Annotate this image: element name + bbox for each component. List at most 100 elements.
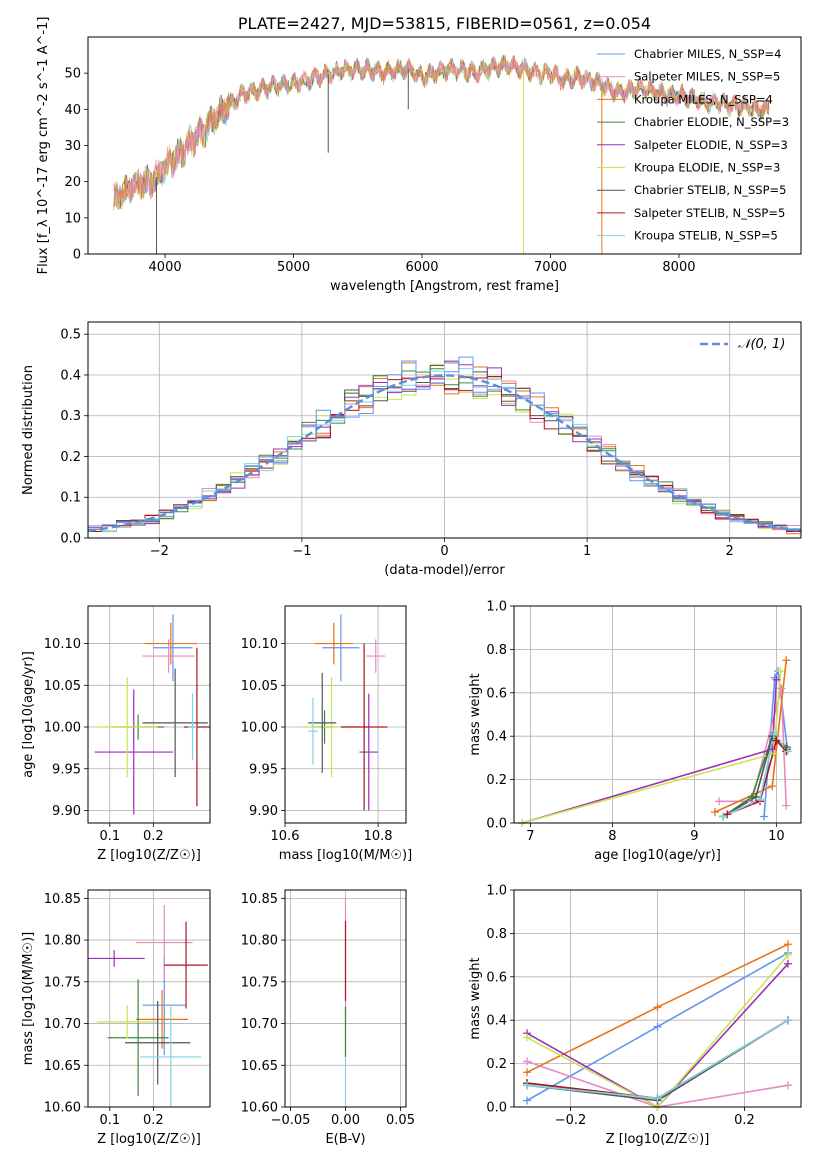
x-axis-label: (data-model)/error [384,563,505,578]
y-tick-label: 10.10 [241,637,278,652]
x-tick-label: 10 [768,829,785,844]
weight-marker-kroupa_elodie [769,749,778,758]
plot-area-residuals [88,356,801,535]
weight-marker-kroupa_stelib [769,730,778,739]
y-tick-label: 10.10 [44,637,81,652]
y-tick-label: 30 [64,139,81,154]
x-axis-label: Z [log10(Z/Z☉)] [97,1132,201,1147]
y-tick-label: 0.2 [486,1057,507,1072]
x-axis-label: Z [log10(Z/Z☉)] [97,848,201,863]
x-axis-label: Z [log10(Z/Z☉)] [606,1132,710,1147]
y-tick-label: 0.8 [486,927,507,942]
plot-area-mass_vs_z [88,905,208,1107]
axes-frame [284,605,407,824]
weight-line-kroupa_stelib [722,732,789,818]
y-tick-label: 0.2 [486,773,507,788]
weight-marker-salpeter_miles [783,1081,792,1090]
x-tick-label: 4000 [149,260,182,275]
legend-entry: Salpeter STELIB, N_SSP=5 [634,206,785,220]
weight-marker-salpeter_elodie [783,959,792,968]
x-tick-label: 1 [583,544,591,559]
y-axis-label: mass weight [468,957,483,1039]
weight-marker-kroupa_miles [768,782,777,791]
x-tick-label: 0.0 [647,1113,668,1128]
y-tick-label: 10.75 [44,975,81,990]
x-tick-label: 7 [526,829,534,844]
weight-marker-kroupa_miles [523,1068,532,1077]
y-tick-label: 10.75 [241,975,278,990]
axes-frame [87,36,802,255]
y-tick-label: 0 [73,248,81,263]
x-axis-label: age [log10(age/yr)] [594,848,721,863]
x-tick-label: 10.6 [271,829,300,844]
weight-marker-chabrier_miles [760,812,769,821]
legend-entry: 𝒩(0, 1) [738,337,785,352]
axes-frame [87,889,211,1108]
axes-frame [513,889,802,1108]
y-tick-label: 0.5 [60,328,81,343]
weight-marker-kroupa_elodie [783,951,792,960]
legend-entry: Salpeter ELODIE, N_SSP=3 [634,138,788,152]
weight-marker-kroupa_stelib [523,1081,532,1090]
panel-age_vs_mass: 10.6 10.8 9.90 9.95 10.00 10.05 10.10 mass [log… [241,605,412,863]
plot-area-spectrum [113,54,770,254]
weight-marker-chabrier_miles [523,1096,532,1105]
legend: 𝒩(0, 1) [700,337,785,352]
y-tick-label: 10.05 [241,679,278,694]
legend-entry: Chabrier MILES, N_SSP=4 [634,47,781,61]
x-tick-label: 8000 [662,260,695,275]
y-tick-label: 0.0 [486,1101,507,1116]
y-tick-label: 9.90 [52,804,81,819]
y-tick-label: 10.70 [241,1017,278,1032]
x-tick-label: −2 [150,544,169,559]
y-tick-label: 0.8 [486,643,507,658]
weight-marker-kroupa_stelib [783,747,792,756]
legend-entry: Salpeter MILES, N_SSP=5 [634,70,780,84]
x-tick-label: 0 [440,544,448,559]
y-tick-label: 10.60 [44,1101,81,1116]
legend-entry: Kroupa STELIB, N_SSP=5 [634,229,778,243]
y-tick-label: 1.0 [486,884,507,899]
x-tick-label: −1 [292,544,311,559]
plot-area-age_vs_mass [303,614,388,811]
y-tick-label: 10.05 [44,679,81,694]
weight-marker-salpeter_elodie [772,675,781,684]
axes-frame [87,605,211,824]
plot-area-weight_vs_age [521,660,789,823]
weight-marker-kroupa_elodie [523,1033,532,1042]
y-axis-label: mass weight [468,673,483,755]
x-tick-label: 0.00 [331,1113,360,1128]
weight-marker-salpeter_miles [782,801,791,810]
x-tick-label: 2 [726,544,734,559]
panel-age_vs_z: 0.1 0.2 9.90 9.95 10.00 10.05 10.10 Z [log10(Z/… [21,605,211,863]
axes-frame [87,321,802,539]
y-tick-label: 10.80 [241,934,278,949]
x-tick-label: 0.1 [99,1113,120,1128]
y-tick-label: 10.00 [241,721,278,736]
weight-marker-kroupa_miles [782,656,791,665]
y-tick-label: 10.80 [44,934,81,949]
weight-marker-kroupa_miles [653,1003,662,1012]
panel-mass_vs_z: 0.1 0.2 10.60 10.65 10.70 10.75 10.80 10.85 Z [l… [21,889,211,1147]
panel-spectrum: 4000 5000 6000 7000 8000 0 10 20 30 40 50 wavelengt… [36,14,802,294]
y-tick-label: 9.95 [52,762,81,777]
weight-marker-kroupa_elodie [776,667,785,676]
x-tick-label: 0.2 [734,1113,755,1128]
weight-marker-chabrier_miles [653,1022,662,1031]
y-tick-label: 0.2 [60,450,81,465]
weight-marker-salpeter_miles [715,797,723,806]
chart-title: PLATE=2427, MJD=53815, FIBERID=0561, z=0… [238,14,651,33]
panel-weight_vs_age: 7 8 9 10 0.0 0.2 0.4 0.6 0.8 1.0 age [log10(age/yr… [468,600,802,863]
plot-area-age_vs_z [94,614,210,815]
weight-marker-salpeter_stelib [772,736,781,745]
weight-line-chabrier_stelib [722,734,788,818]
weight-line-salpeter_miles [526,1060,789,1107]
weight-line-kroupa_elodie [526,954,789,1107]
weight-marker-kroupa_miles [710,808,719,817]
y-tick-label: 10.85 [241,892,278,907]
panel-weight_vs_z: −0.2 0.0 0.2 0.0 0.2 0.4 0.6 0.8 1.0 Z [log10(Z/Z… [468,884,802,1147]
x-axis-label: E(B-V) [325,1132,365,1147]
y-tick-label: 10.60 [241,1101,278,1116]
weight-marker-chabrier_stelib [751,792,760,801]
x-axis-label: wavelength [Angstrom, rest frame] [330,279,559,294]
